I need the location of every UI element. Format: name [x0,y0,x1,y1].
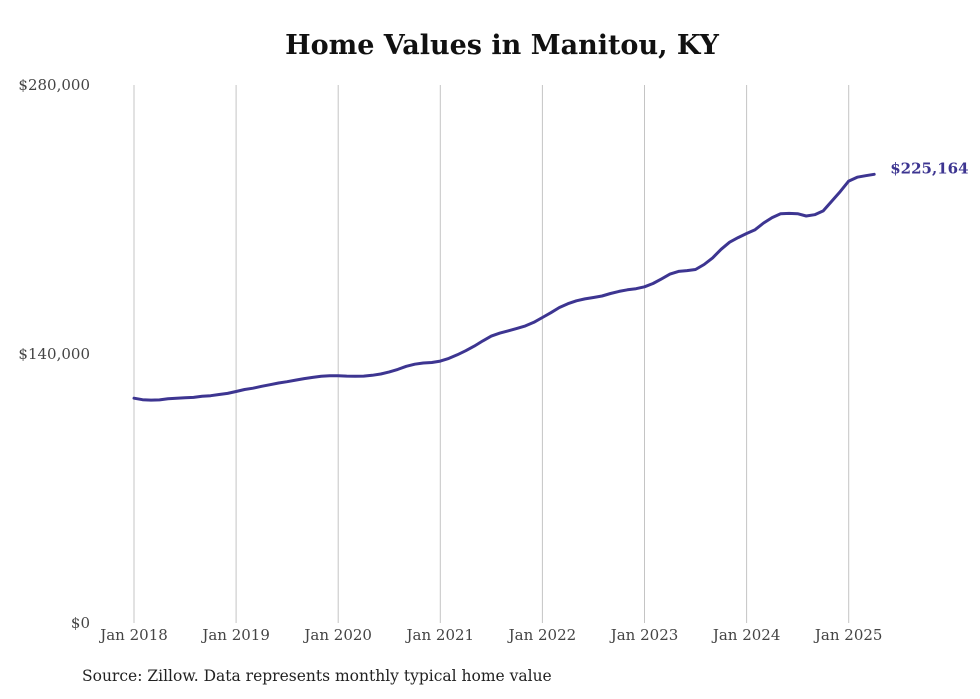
end-value-label: $225,164 [890,159,968,177]
y-tick-label: $140,000 [18,345,90,363]
x-tick-label: Jan 2023 [609,626,679,644]
gridlines [133,85,850,623]
x-tick-label: Jan 2025 [813,626,883,644]
source-note: Source: Zillow. Data represents monthly … [82,667,552,685]
x-tick-label: Jan 2022 [507,626,577,644]
y-tick-label: $0 [71,614,90,632]
x-tick-label: Jan 2024 [711,626,781,644]
x-tick-label: Jan 2021 [405,626,475,644]
x-tick-label: Jan 2019 [200,626,270,644]
series-line [132,172,876,402]
x-tick-label: Jan 2018 [98,626,168,644]
y-tick-label: $280,000 [18,76,90,94]
data-labels: $225,164 [890,159,968,177]
chart-title: Home Values in Manitou, KY [285,30,719,61]
x-tick-label: Jan 2020 [302,626,372,644]
series-group [132,172,876,402]
y-axis-ticks: $0 $140,000 $280,000 [18,76,90,632]
x-axis-ticks: Jan 2018 Jan 2019 Jan 2020 Jan 2021 Jan 2022… [98,626,882,644]
